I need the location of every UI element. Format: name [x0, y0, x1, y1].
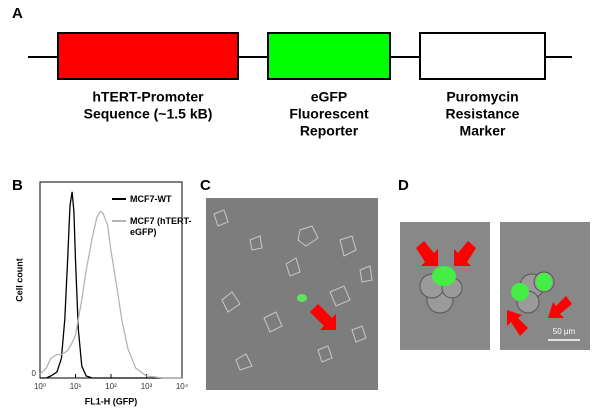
- gene-element: [419, 32, 546, 80]
- arrows: [416, 241, 572, 336]
- panel-label: C: [200, 177, 211, 194]
- element-label: hTERT-Promoter: [92, 89, 204, 105]
- panel-label: A: [12, 5, 23, 22]
- x-tick-label: 10⁴: [176, 382, 189, 391]
- gene-element: [57, 32, 239, 80]
- cells: [213, 209, 373, 371]
- element-label: eGFP: [311, 89, 348, 105]
- legend-label: MCF7-WT: [130, 194, 172, 204]
- panel-label: D: [398, 177, 409, 194]
- element-label: Resistance: [446, 106, 520, 122]
- x-axis-label: FL1-H (GFP): [85, 396, 138, 406]
- x-tick-label: 10¹: [70, 382, 82, 391]
- element-label: Puromycin: [446, 89, 518, 105]
- scale-bar-label: 50 μm: [553, 327, 576, 336]
- legend-label: MCF7 (hTERT-eGFP): [130, 216, 192, 237]
- element-label: Fluorescent: [289, 106, 369, 122]
- x-tick-label: 10³: [141, 382, 153, 391]
- green-cells: [432, 266, 552, 301]
- element-label: Marker: [460, 123, 506, 139]
- gene-element: [267, 32, 391, 80]
- element-label: Reporter: [300, 123, 359, 139]
- panel-label: B: [12, 177, 23, 194]
- plot-frame: [39, 181, 183, 379]
- green-cell: [297, 294, 307, 302]
- series-line: [40, 191, 182, 379]
- arrow: [310, 304, 336, 330]
- element-label: Sequence (~1.5 kB): [84, 106, 213, 122]
- y-tick-label: 0: [32, 369, 37, 378]
- x-tick-label: 10⁰: [34, 382, 46, 391]
- series-line: [39, 210, 182, 379]
- x-tick-label: 10²: [105, 382, 117, 391]
- y-axis-label: Cell count: [14, 258, 24, 302]
- micrograph: [206, 198, 378, 390]
